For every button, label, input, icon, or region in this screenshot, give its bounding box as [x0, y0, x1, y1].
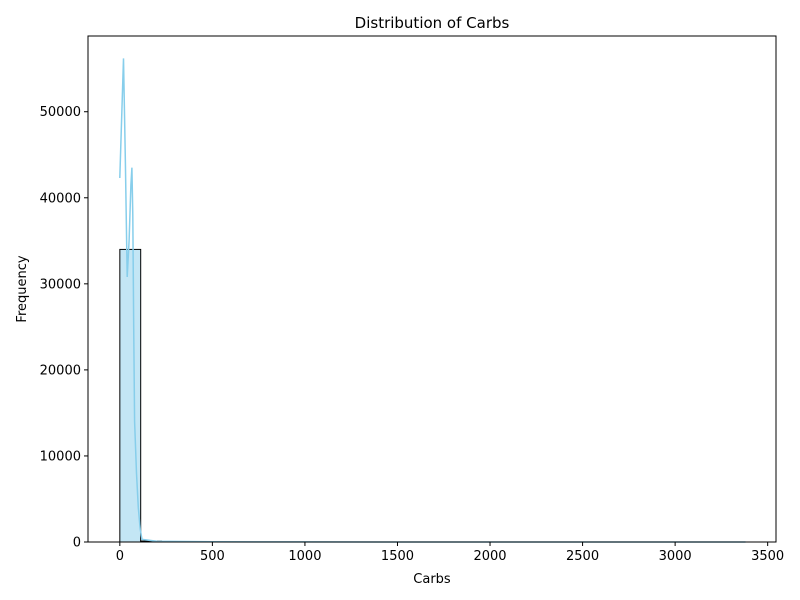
y-tick-label-2: 20000: [40, 363, 81, 378]
x-axis-label: Carbs: [413, 572, 451, 587]
x-tick-label-4: 2000: [473, 549, 506, 564]
y-tick-label-0: 0: [73, 536, 81, 551]
x-tick-label-2: 1000: [288, 549, 321, 564]
y-tick-label-5: 50000: [40, 105, 81, 120]
x-tick-label-7: 3500: [751, 549, 784, 564]
x-axis-ticks: 0 500 1000 1500 2000 2500 3000 3500: [116, 542, 784, 564]
y-tick-label-1: 10000: [40, 449, 81, 464]
x-tick-label-5: 2500: [566, 549, 599, 564]
y-axis-label: Frequency: [15, 255, 30, 322]
x-tick-label-6: 3000: [659, 549, 692, 564]
x-tick-label-3: 1500: [381, 549, 414, 564]
plot-frame: [87, 35, 777, 543]
plot-area: [119, 58, 746, 543]
y-axis-ticks: 0 10000 20000 30000 40000 50000: [40, 105, 88, 551]
y-tick-label-3: 30000: [40, 277, 81, 292]
kde-line: [119, 58, 746, 543]
x-tick-label-1: 500: [200, 549, 225, 564]
chart-title: Distribution of Carbs: [355, 14, 510, 32]
x-tick-label-0: 0: [116, 549, 124, 564]
y-tick-label-4: 40000: [40, 191, 81, 206]
